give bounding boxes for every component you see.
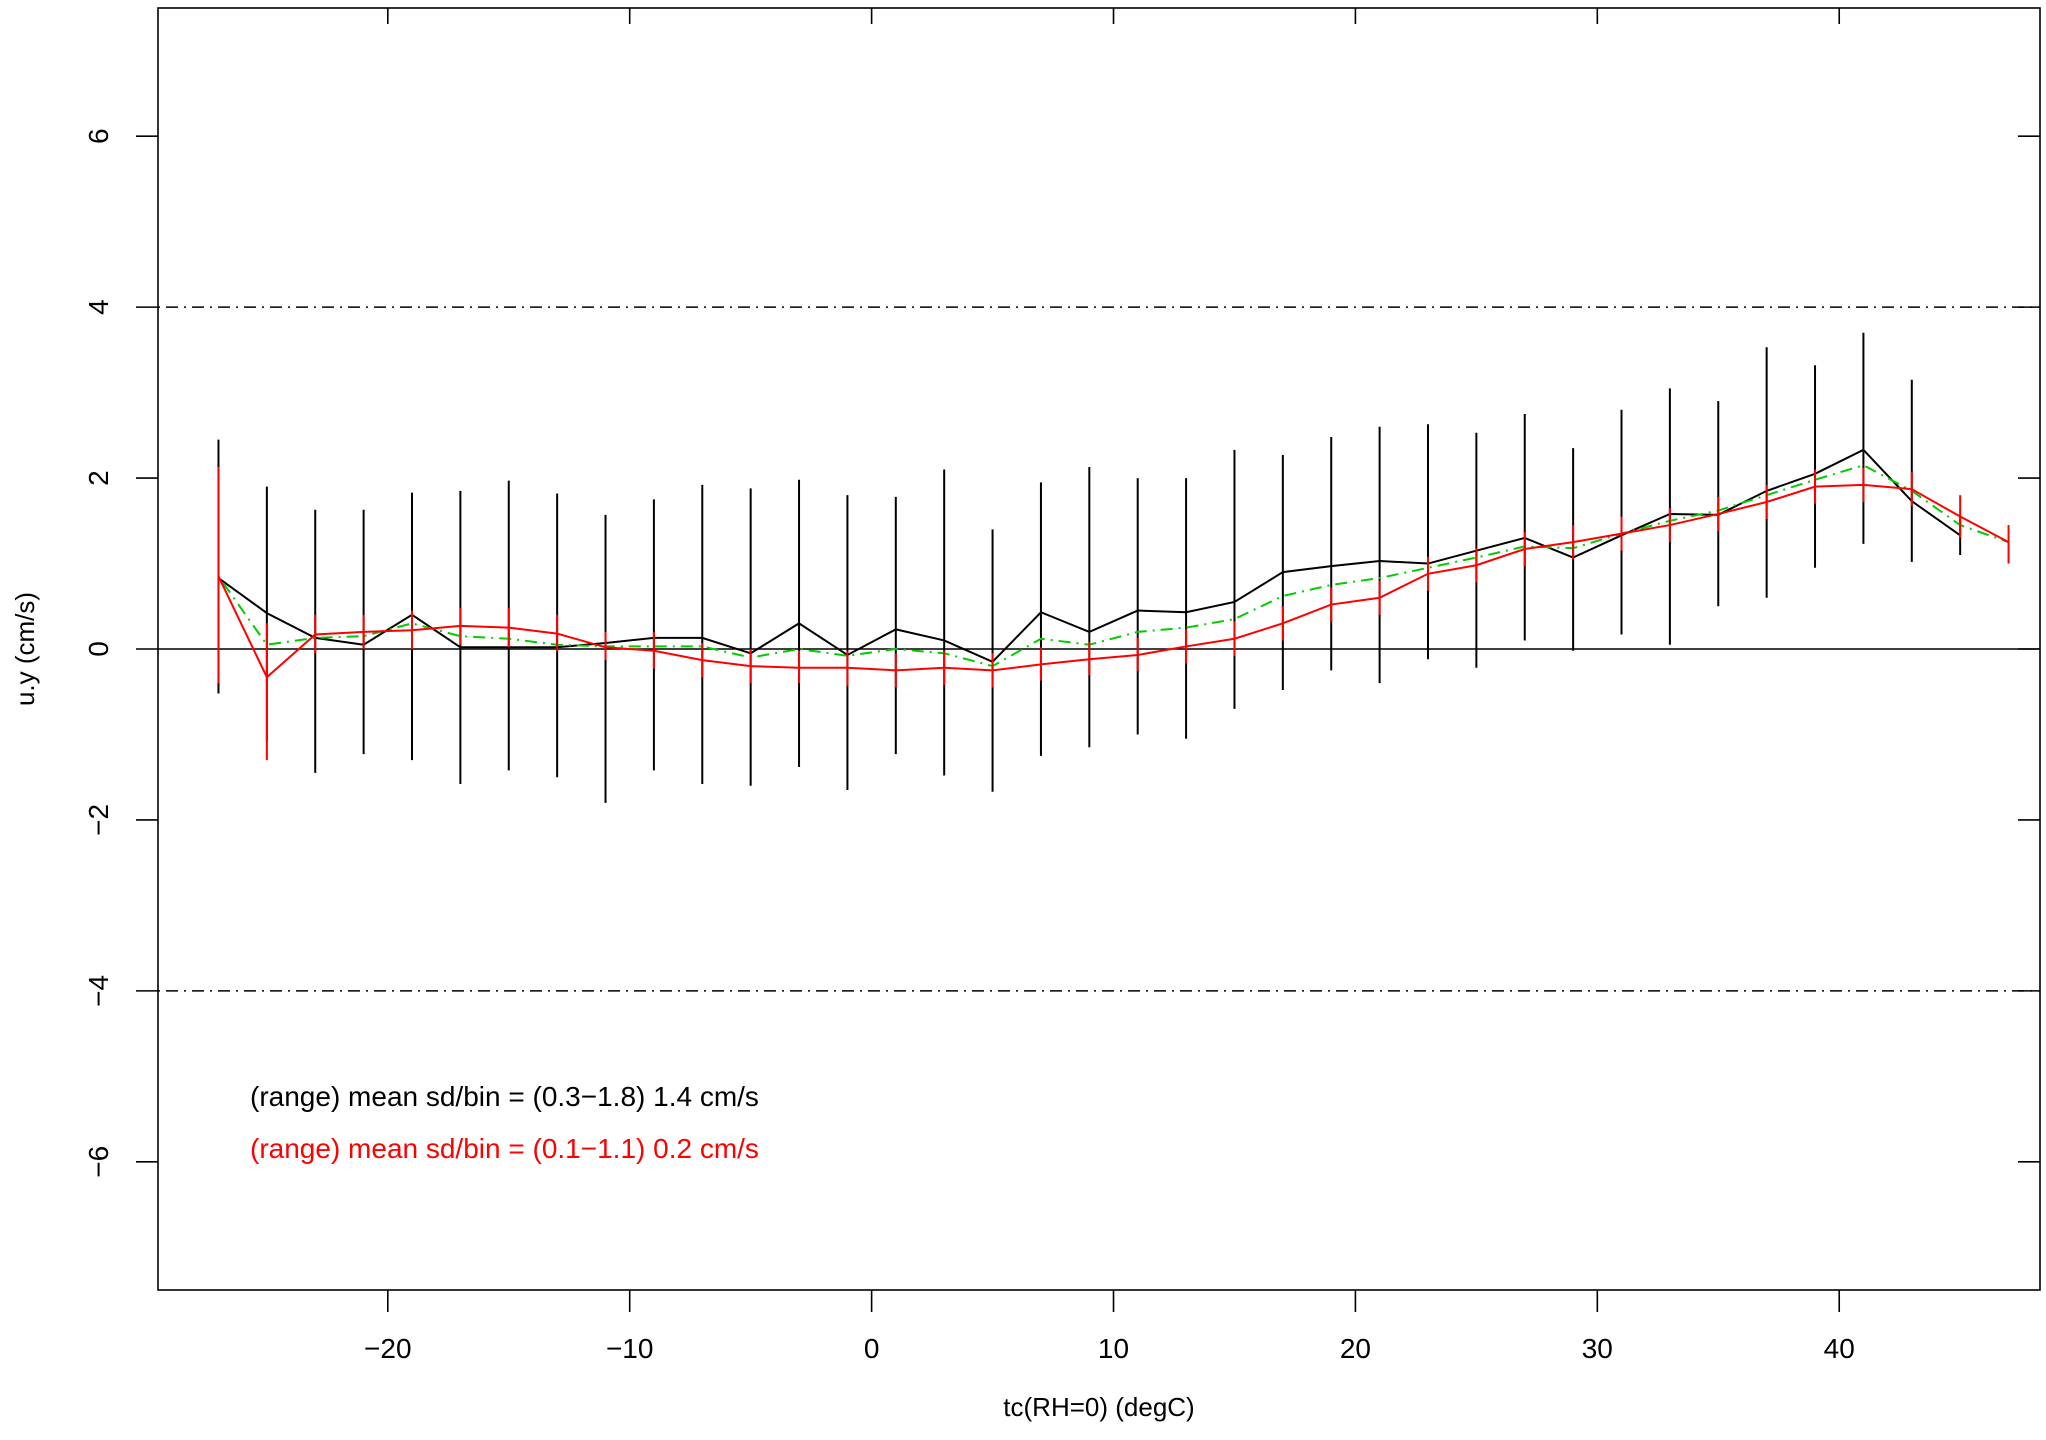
y-axis-label: u.y (cm/s) [10, 592, 40, 706]
data-series [217, 332, 2010, 803]
y-tick-label: −4 [83, 975, 114, 1007]
y-tick-label: 4 [83, 299, 114, 315]
x-tick-label: −10 [606, 1333, 654, 1364]
series-0 [217, 332, 1962, 803]
y-tick-label: 6 [83, 128, 114, 144]
y-axis: −6 −4 −2 0 2 4 6 [83, 128, 2040, 1178]
y-tick-label: 0 [83, 641, 114, 657]
series-2 [217, 466, 2010, 761]
annotation-black: (range) mean sd/bin = (0.3−1.8) 1.4 cm/s [250, 1081, 759, 1112]
y-tick-label: 2 [83, 470, 114, 486]
x-tick-label: −20 [364, 1333, 412, 1364]
x-tick-label: 40 [1824, 1333, 1855, 1364]
x-tick-label: 0 [864, 1333, 880, 1364]
series-1 [217, 464, 2009, 668]
reference-lines [158, 306, 2040, 992]
x-axis: −20 −10 0 10 20 30 40 [364, 8, 1855, 1364]
x-tick-label: 10 [1098, 1333, 1129, 1364]
x-axis-label: tc(RH=0) (degC) [1003, 1392, 1194, 1422]
x-tick-label: 20 [1340, 1333, 1371, 1364]
series-line [217, 464, 2009, 668]
x-tick-label: 30 [1582, 1333, 1613, 1364]
annotation-red: (range) mean sd/bin = (0.1−1.1) 0.2 cm/s [250, 1133, 759, 1164]
y-tick-label: −2 [83, 804, 114, 836]
series-line [217, 483, 2010, 679]
y-tick-label: −6 [83, 1146, 114, 1178]
